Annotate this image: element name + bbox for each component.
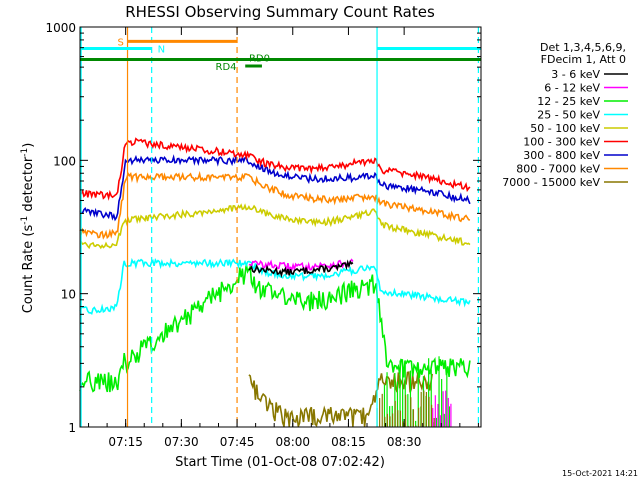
legend-header-line-1: Det 1,3,4,5,6,9, (540, 41, 626, 54)
series-line-2 (79, 263, 471, 393)
y-axis: 1 10 100 1000 (45, 21, 481, 435)
data-layer (79, 137, 471, 427)
series-line-5 (80, 137, 471, 201)
legend-label-0: 3 - 6 keV (551, 68, 600, 81)
legend-header-line-2: FDecim 1, Att 0 (541, 53, 626, 66)
x-axis-label: Start Time (01-Oct-08 07:02:42) (175, 455, 385, 470)
x-tick-label-2: 07:45 (220, 435, 255, 449)
y-tick-label-0: 1 (68, 421, 76, 435)
x-axis: 07:15 07:30 07:45 08:00 08:15 08:30 (88, 27, 479, 449)
legend-label-8: 7000 - 15000 keV (502, 176, 600, 189)
annotation-rd0: RD0 (249, 54, 270, 65)
x-tick-label-0: 07:15 (108, 435, 143, 449)
chart-title: RHESSI Observing Summary Count Rates (125, 3, 435, 21)
plot-frame (79, 26, 482, 428)
x-tick-label-5: 08:30 (387, 435, 422, 449)
x-tick-label-1: 07:30 (164, 435, 199, 449)
series-line-0 (248, 259, 354, 278)
series-line-7 (79, 170, 471, 240)
legend: Det 1,3,4,5,6,9, FDecim 1, Att 0 3 - 6 k… (502, 41, 628, 189)
y-axis-label: Count Rate (s-1 detector-1) (20, 143, 36, 314)
timestamp: 15-Oct-2021 14:21 (562, 469, 638, 478)
x-tick-label-3: 08:00 (275, 435, 310, 449)
y-tick-label-3: 1000 (45, 21, 76, 35)
legend-label-4: 50 - 100 keV (530, 122, 600, 135)
legend-label-6: 300 - 800 keV (523, 149, 600, 162)
overlay-layer: S N RD4 RD0 (80, 27, 481, 427)
legend-label-5: 100 - 300 keV (523, 136, 600, 149)
series-line-6 (79, 154, 471, 222)
legend-label-1: 6 - 12 keV (544, 82, 600, 95)
series-line-8 (248, 371, 433, 427)
legend-label-2: 12 - 25 keV (537, 95, 600, 108)
y-tick-label-2: 100 (53, 154, 76, 168)
legend-label-7: 800 - 7000 keV (516, 163, 600, 176)
legend-label-3: 25 - 50 keV (537, 109, 600, 122)
annotation-rd4: RD4 (216, 62, 237, 73)
series-line-1 (248, 258, 354, 273)
y-tick-label-1: 10 (61, 288, 76, 302)
annotation-s: S (118, 37, 124, 48)
series-line-3 (79, 257, 471, 315)
annotation-n: N (158, 44, 165, 55)
x-tick-label-4: 08:15 (331, 435, 366, 449)
series-line-4 (79, 203, 471, 250)
